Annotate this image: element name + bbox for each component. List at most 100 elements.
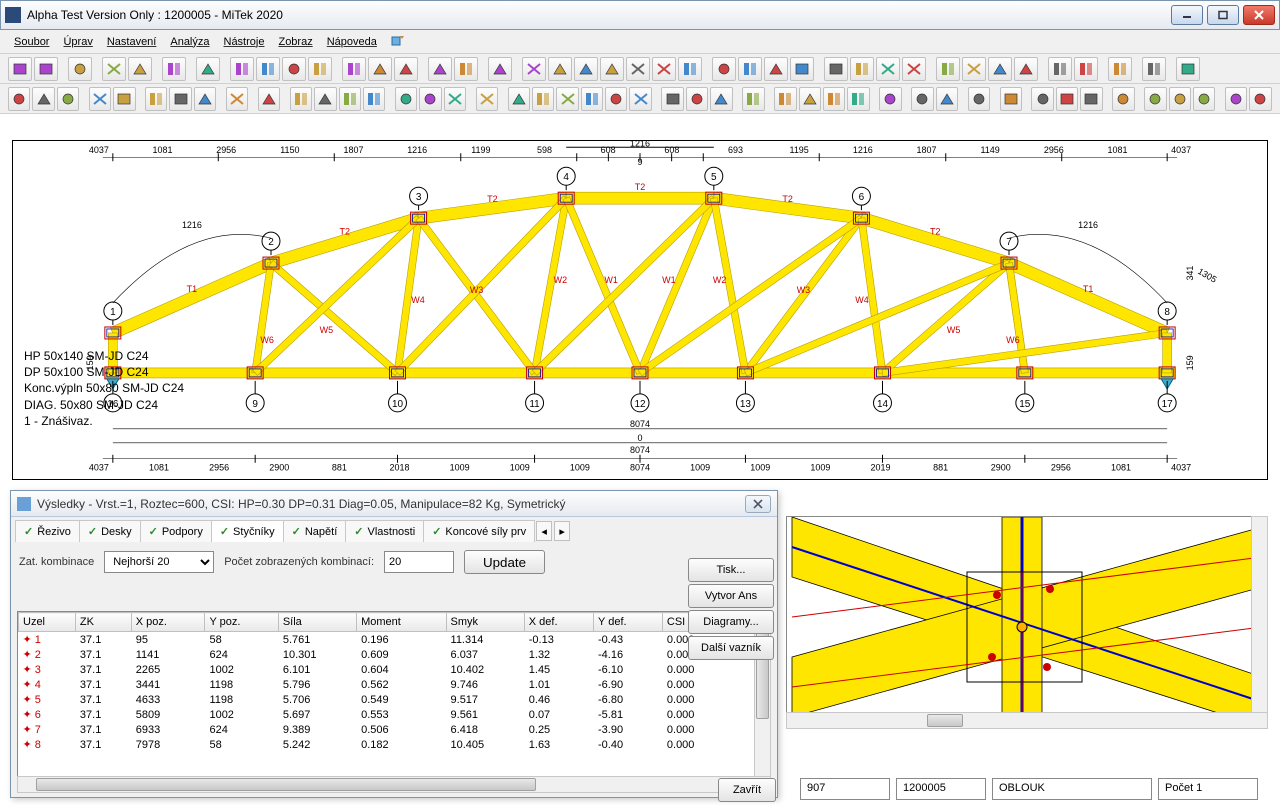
menu-nastaveni[interactable]: Nastavení xyxy=(101,33,163,51)
update-button[interactable]: Update xyxy=(464,550,545,574)
toolbar-button[interactable] xyxy=(936,57,960,81)
toolbar-button[interactable] xyxy=(128,57,152,81)
toolbar-button[interactable] xyxy=(508,87,530,111)
table-row[interactable]: ✦ 737.169336249.3890.5066.4180.25-3.900.… xyxy=(19,722,770,737)
menu-soubor[interactable]: Soubor xyxy=(8,33,55,51)
results-close-button[interactable] xyxy=(745,495,771,513)
toolbar-button[interactable] xyxy=(290,87,312,111)
btn-vytvor-ans[interactable]: Vytvor Ans xyxy=(688,584,774,608)
toolbar-button[interactable] xyxy=(774,87,796,111)
toolbar-button[interactable] xyxy=(394,57,418,81)
toolbar-button[interactable] xyxy=(1048,57,1072,81)
joint-detail[interactable] xyxy=(786,516,1268,728)
toolbar-button[interactable] xyxy=(342,57,366,81)
toolbar-button[interactable] xyxy=(428,57,452,81)
toolbar-button[interactable] xyxy=(488,57,512,81)
toolbar-button[interactable] xyxy=(476,87,498,111)
toolbar-button[interactable] xyxy=(395,87,417,111)
tab-nav[interactable]: ◂ xyxy=(536,521,552,541)
close-button[interactable] xyxy=(1243,5,1275,25)
results-tab[interactable]: ✓Koncové síly prv xyxy=(423,520,535,542)
combo-select[interactable]: Nejhorší 20 xyxy=(104,551,214,573)
toolbar-button[interactable] xyxy=(1014,57,1038,81)
toolbar-button[interactable] xyxy=(230,57,254,81)
table-row[interactable]: ✦ 537.1463311985.7060.5499.5170.46-6.800… xyxy=(19,692,770,707)
toolbar-button[interactable] xyxy=(8,87,30,111)
results-tab[interactable]: ✓Napětí xyxy=(283,520,347,542)
toolbar-button[interactable] xyxy=(850,57,874,81)
toolbar-button[interactable] xyxy=(1056,87,1078,111)
toolbar-button[interactable] xyxy=(1249,87,1271,111)
menu-nastroje[interactable]: Nástroje xyxy=(218,33,271,51)
toolbar-button[interactable] xyxy=(196,57,220,81)
toolbar-button[interactable] xyxy=(226,87,248,111)
table-row[interactable]: ✦ 337.1226510026.1010.60410.4021.45-6.10… xyxy=(19,662,770,677)
toolbar-button[interactable] xyxy=(368,57,392,81)
table-row[interactable]: ✦ 437.1344111985.7960.5629.7461.01-6.900… xyxy=(19,677,770,692)
toolbar-button[interactable] xyxy=(68,57,92,81)
menu-zobraz[interactable]: Zobraz xyxy=(272,33,318,51)
results-tab[interactable]: ✓Desky xyxy=(79,520,141,542)
toolbar-button[interactable] xyxy=(169,87,191,111)
toolbar-button[interactable] xyxy=(1176,57,1200,81)
toolbar-button[interactable] xyxy=(8,57,32,81)
toolbar-button[interactable] xyxy=(911,87,933,111)
toolbar-button[interactable] xyxy=(629,87,651,111)
detail-vscroll[interactable] xyxy=(1251,516,1268,728)
truss-drawing[interactable]: 1234567816910111213141517T1T1T2T2T2T2T2W… xyxy=(12,140,1268,480)
toolbar-button[interactable] xyxy=(145,87,167,111)
toolbar-button[interactable] xyxy=(764,57,788,81)
results-table-wrap[interactable]: UzelZKX poz.Y poz.SílaMomentSmykX def.Y … xyxy=(17,611,771,777)
toolbar-button[interactable] xyxy=(444,87,466,111)
menu-uprav[interactable]: Úprav xyxy=(57,33,98,51)
toolbar-button[interactable] xyxy=(548,57,572,81)
btn-zavrit[interactable]: Zavřít xyxy=(718,778,776,802)
toolbar-button[interactable] xyxy=(1169,87,1191,111)
toolbar-button[interactable] xyxy=(419,87,441,111)
toolbar-button[interactable] xyxy=(522,57,546,81)
toolbar-button[interactable] xyxy=(532,87,554,111)
menu-napoveda[interactable]: Nápoveda xyxy=(321,33,383,51)
toolbar-button[interactable] xyxy=(876,57,900,81)
toolbar-button[interactable] xyxy=(574,57,598,81)
toolbar-button[interactable] xyxy=(1031,87,1053,111)
toolbar-button[interactable] xyxy=(32,87,54,111)
toolbar-button[interactable] xyxy=(314,87,336,111)
toolbar-button[interactable] xyxy=(1193,87,1215,111)
toolbar-button[interactable] xyxy=(790,57,814,81)
btn-diagramy[interactable]: Diagramy... xyxy=(688,610,774,634)
toolbar-button[interactable] xyxy=(988,57,1012,81)
toolbar-button[interactable] xyxy=(194,87,216,111)
menu-analyza[interactable]: Analýza xyxy=(164,33,215,51)
toolbar-button[interactable] xyxy=(1112,87,1134,111)
toolbar-button[interactable] xyxy=(605,87,627,111)
results-tab[interactable]: ✓Vlastnosti xyxy=(345,520,424,542)
toolbar-button[interactable] xyxy=(600,57,624,81)
toolbar-button[interactable] xyxy=(162,57,186,81)
toolbar-button[interactable] xyxy=(710,87,732,111)
toolbar-button[interactable] xyxy=(308,57,332,81)
toolbar-button[interactable] xyxy=(799,87,821,111)
count-input[interactable] xyxy=(384,551,454,573)
toolbar-button[interactable] xyxy=(678,57,702,81)
tab-nav[interactable]: ▸ xyxy=(554,521,570,541)
table-row[interactable]: ✦ 637.1580910025.6970.5539.5610.07-5.810… xyxy=(19,707,770,722)
toolbar-button[interactable] xyxy=(454,57,478,81)
toolbar-button[interactable] xyxy=(113,87,135,111)
menu-extra-icon[interactable] xyxy=(385,30,411,53)
toolbar-button[interactable] xyxy=(1074,57,1098,81)
results-tab[interactable]: ✓Podpory xyxy=(140,520,212,542)
table-row[interactable]: ✦ 237.1114162410.3010.6096.0371.32-4.160… xyxy=(19,647,770,662)
toolbar-button[interactable] xyxy=(256,57,280,81)
toolbar-button[interactable] xyxy=(742,87,764,111)
toolbar-button[interactable] xyxy=(581,87,603,111)
toolbar-button[interactable] xyxy=(824,57,848,81)
results-hscroll[interactable] xyxy=(17,776,771,793)
toolbar-button[interactable] xyxy=(879,87,901,111)
maximize-button[interactable] xyxy=(1207,5,1239,25)
toolbar-button[interactable] xyxy=(626,57,650,81)
toolbar-button[interactable] xyxy=(962,57,986,81)
results-titlebar[interactable]: Výsledky - Vrst.=1, Roztec=600, CSI: HP=… xyxy=(11,491,777,517)
toolbar-button[interactable] xyxy=(847,87,869,111)
toolbar-button[interactable] xyxy=(823,87,845,111)
